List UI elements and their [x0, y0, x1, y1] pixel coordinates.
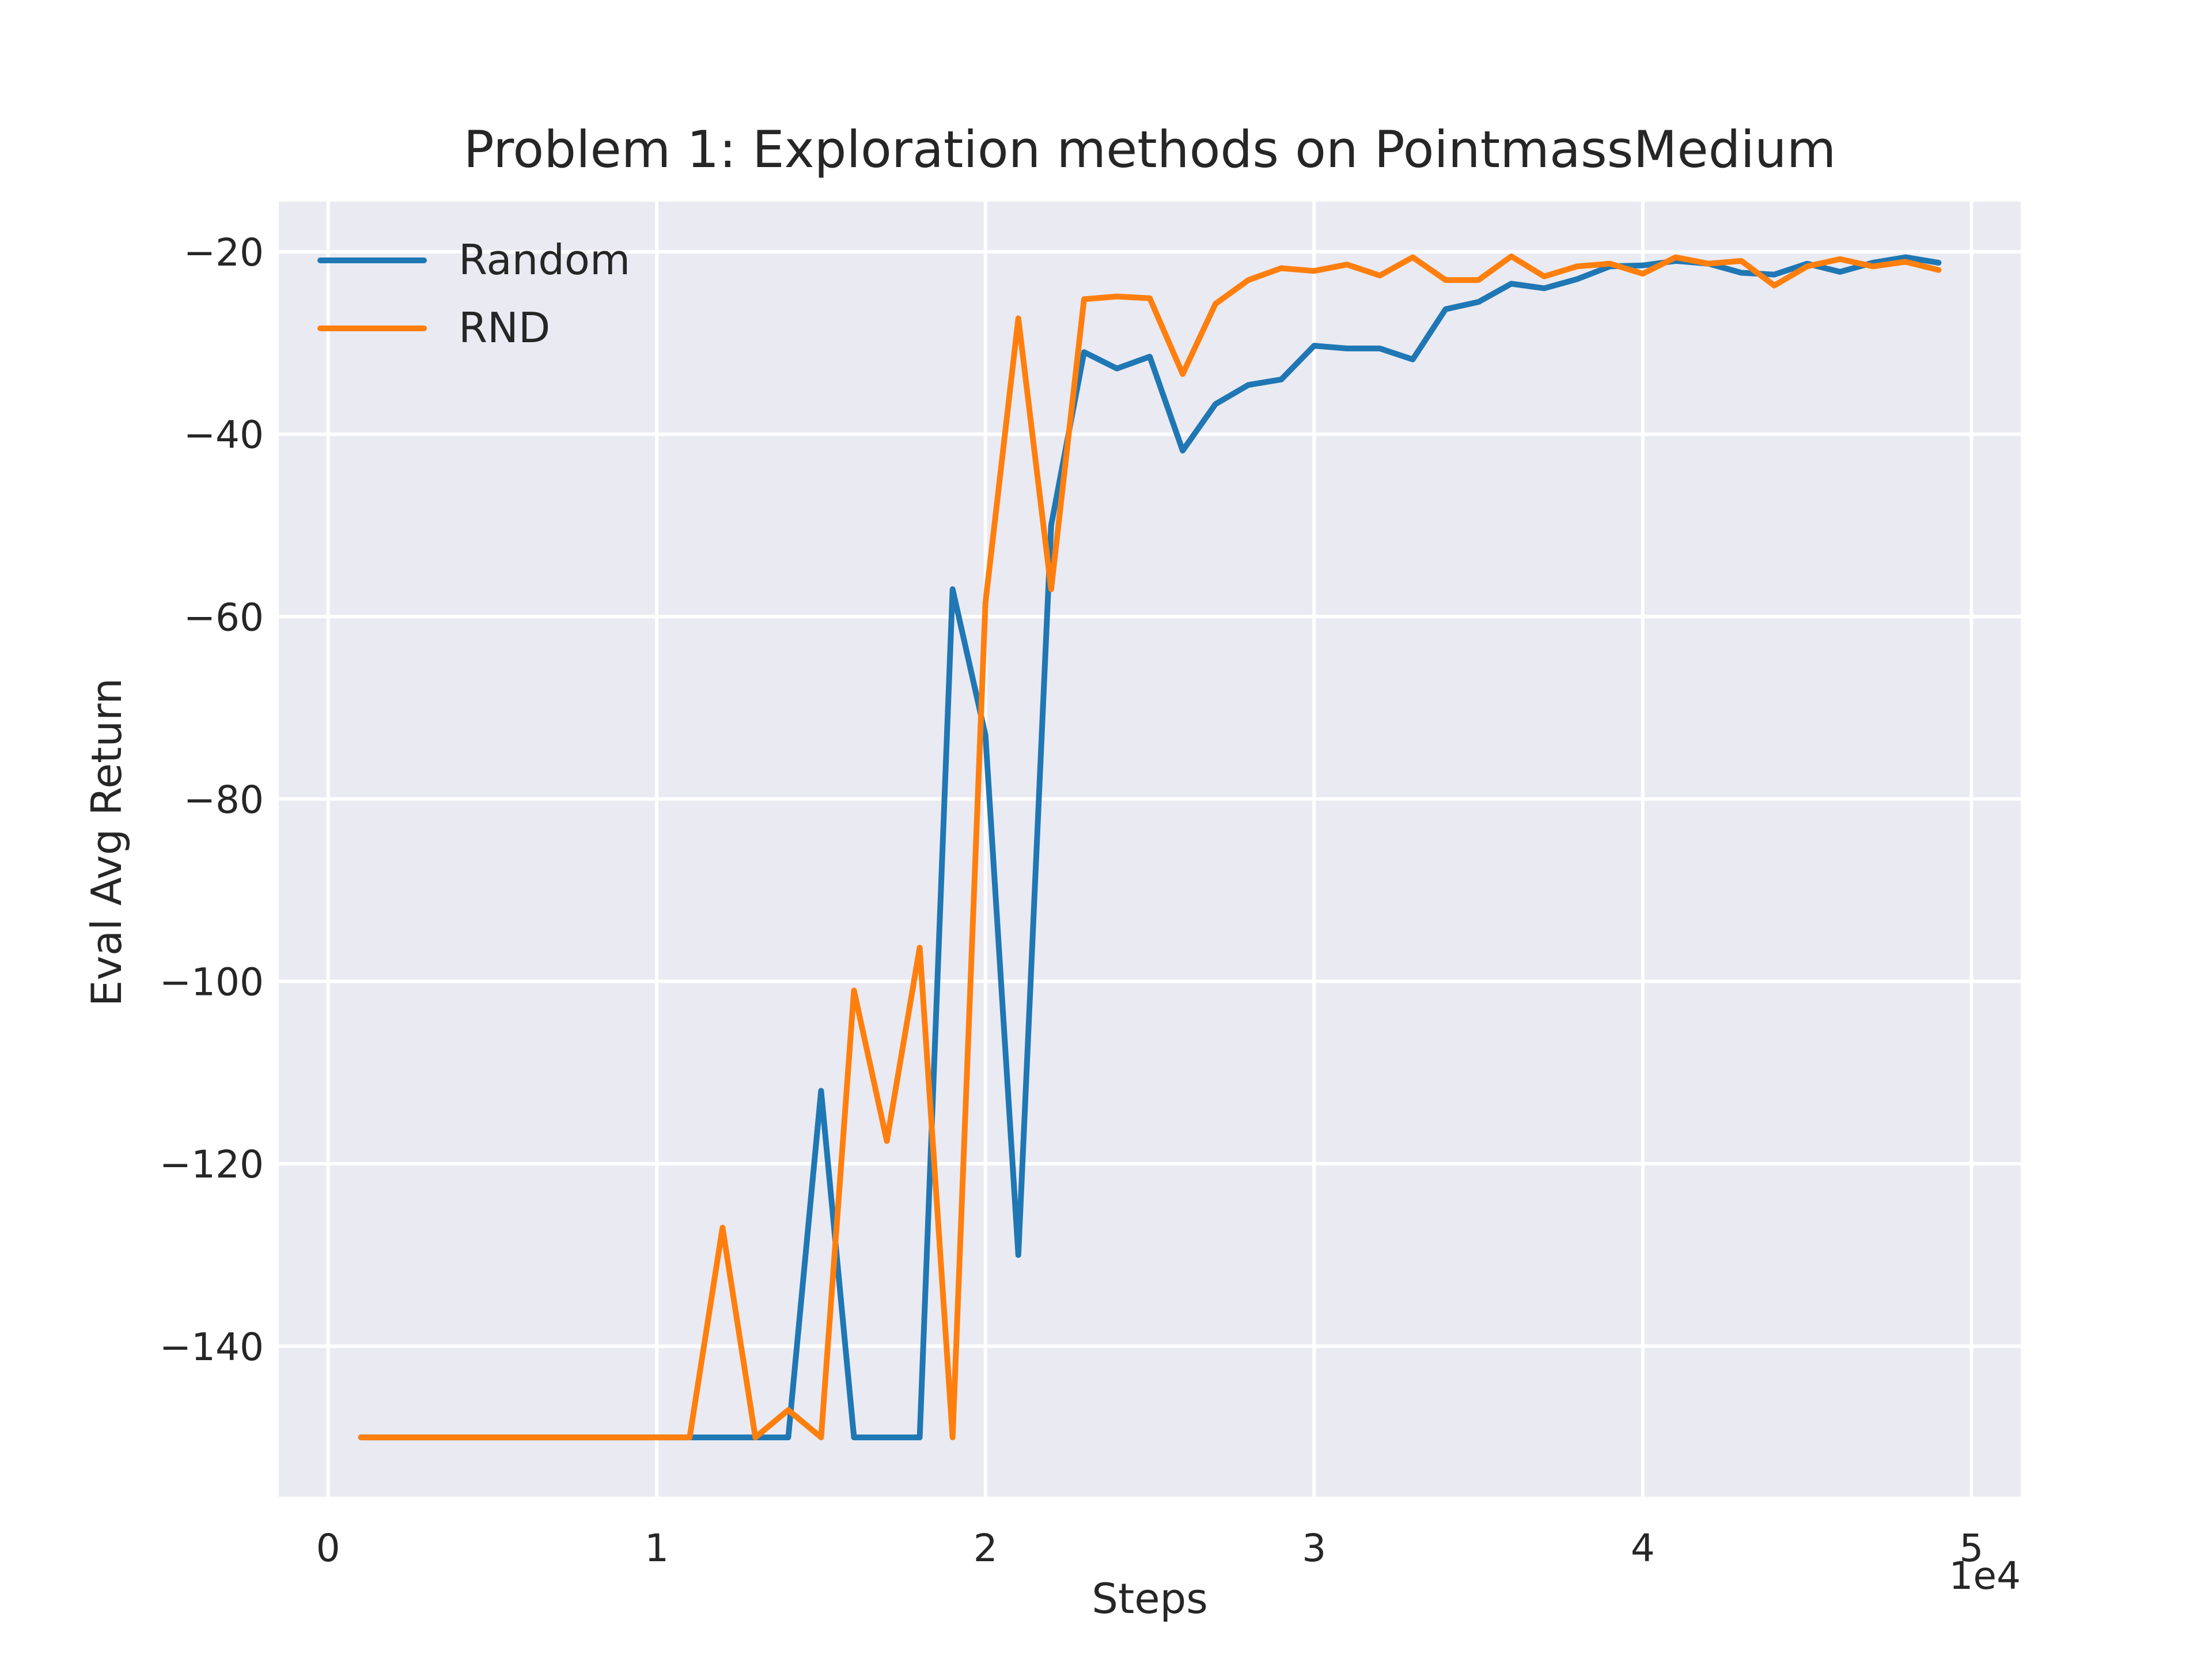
series-line-rnd: [358, 253, 1942, 1441]
series-layer: [358, 253, 1942, 1441]
y-tick-label: −80: [184, 778, 264, 822]
y-tick-label: −140: [160, 1325, 264, 1369]
legend-label-random: Random: [459, 236, 630, 284]
y-tick-label: −40: [184, 413, 264, 457]
grid-lines: [279, 202, 2021, 1497]
x-tick-label: 0: [316, 1526, 340, 1570]
x-tick-label: 1: [645, 1526, 669, 1570]
chart-title: Problem 1: Exploration methods on Pointm…: [464, 120, 1836, 179]
x-tick-label: 5: [1959, 1526, 1983, 1570]
y-tick-label: −60: [184, 595, 264, 639]
legend-label-rnd: RND: [459, 304, 550, 352]
y-axis-label: Eval Avg Return: [82, 678, 131, 1006]
tick-labels: 0 1 2 3 4 5 −140 −120 −100 −80 −60 −40 −20: [160, 230, 1984, 1570]
y-tick-label: −20: [184, 230, 264, 275]
x-axis-label: Steps: [1092, 1574, 1207, 1623]
y-tick-label: −120: [160, 1142, 264, 1187]
x-tick-label: 2: [974, 1526, 998, 1570]
x-tick-label: 4: [1631, 1526, 1655, 1570]
legend: Random RND: [317, 236, 630, 352]
x-tick-label: 3: [1302, 1526, 1326, 1570]
plot-area: [279, 202, 2021, 1497]
x-axis-offset-label: 1e4: [1949, 1554, 2021, 1598]
y-tick-label: −100: [160, 960, 264, 1005]
